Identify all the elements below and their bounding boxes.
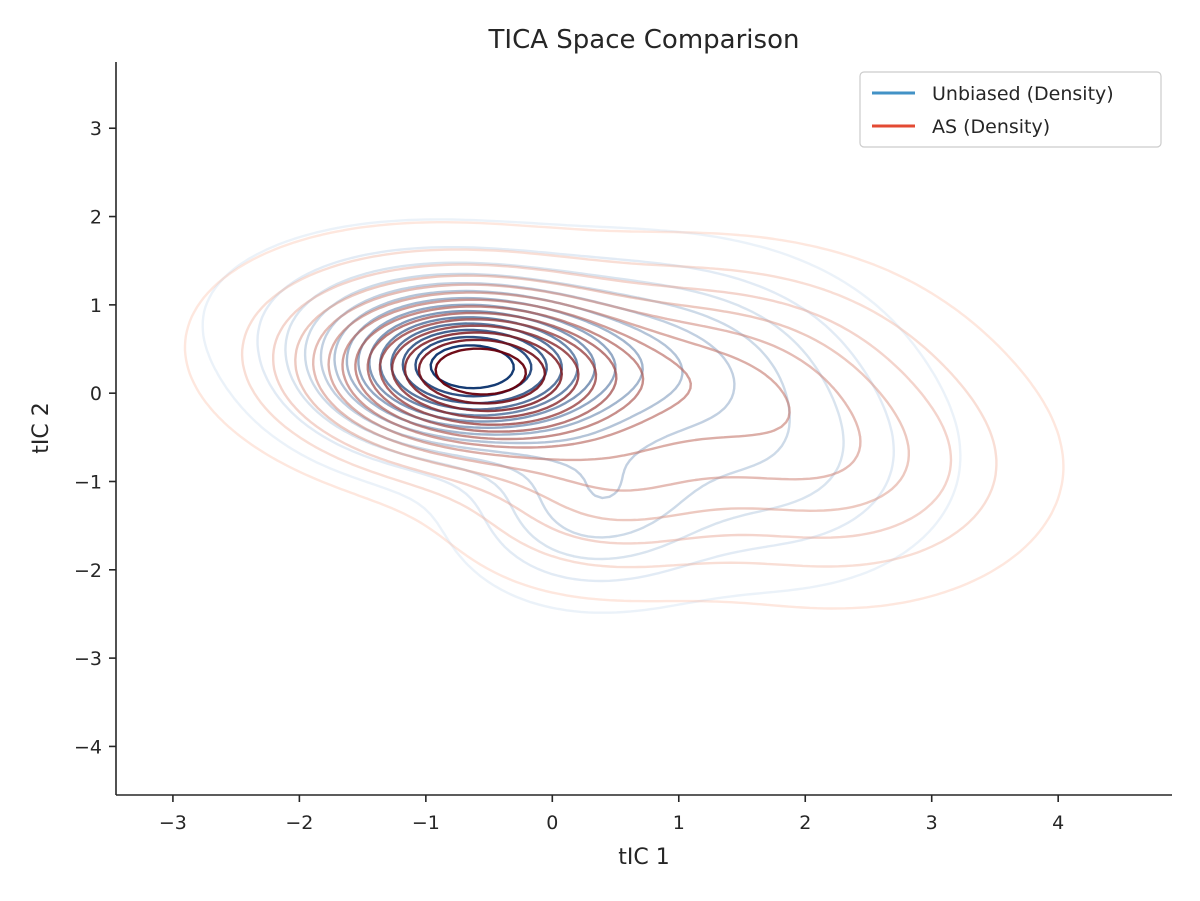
as-contour-level [312, 283, 862, 492]
y-axis-ticks: −4 −3 −2 −1 0 1 2 3 [74, 118, 116, 758]
x-tick-label: 1 [673, 812, 685, 834]
y-tick-label: 2 [90, 207, 102, 229]
as-contour-level [434, 347, 527, 396]
x-axis-ticks: −3 −2 −1 0 1 2 3 4 [159, 795, 1064, 834]
x-tick-label: 2 [799, 812, 811, 834]
as-contour-level [183, 221, 1065, 610]
legend-label-as: AS (Density) [932, 116, 1050, 138]
as-contour-level [240, 248, 998, 569]
legend-frame [859, 71, 1162, 148]
y-tick-label: 3 [90, 118, 102, 140]
x-tick-label: 3 [926, 812, 938, 834]
as-contour-level [294, 274, 910, 522]
x-tick-label: 4 [1052, 812, 1064, 834]
chart-title: TICA Space Comparison [488, 25, 800, 55]
x-tick-label: 0 [546, 812, 558, 834]
as-contour-level [272, 263, 953, 545]
x-tick-label: −1 [412, 812, 440, 834]
as-contour-level [354, 305, 645, 441]
y-tick-label: −3 [74, 648, 102, 670]
y-axis-label: tIC 2 [29, 402, 54, 453]
y-tick-label: −1 [74, 471, 102, 493]
y-tick-label: −4 [74, 736, 102, 758]
as-contour-level [403, 331, 563, 413]
y-tick-label: 1 [90, 295, 102, 317]
unbiased-contour-level [284, 261, 845, 561]
x-tick-label: −2 [285, 812, 313, 834]
legend-label-unbiased: Unbiased (Density) [932, 83, 1114, 105]
y-tick-label: 0 [90, 383, 102, 405]
as-contour-level [327, 291, 791, 462]
x-tick-label: −3 [159, 812, 187, 834]
as-contour-level [366, 311, 618, 433]
x-axis-label: tIC 1 [618, 845, 669, 870]
as-contour-level [390, 324, 580, 420]
unbiased-contour-level [256, 246, 895, 583]
unbiased-contour-level [201, 218, 962, 614]
as-contour-level [378, 318, 598, 426]
y-tick-label: −2 [74, 560, 102, 582]
contour-plot-area [183, 218, 1065, 614]
as-contour-level [417, 338, 547, 405]
as-contour-level [341, 298, 692, 449]
legend: Unbiased (Density) AS (Density) [859, 71, 1162, 148]
